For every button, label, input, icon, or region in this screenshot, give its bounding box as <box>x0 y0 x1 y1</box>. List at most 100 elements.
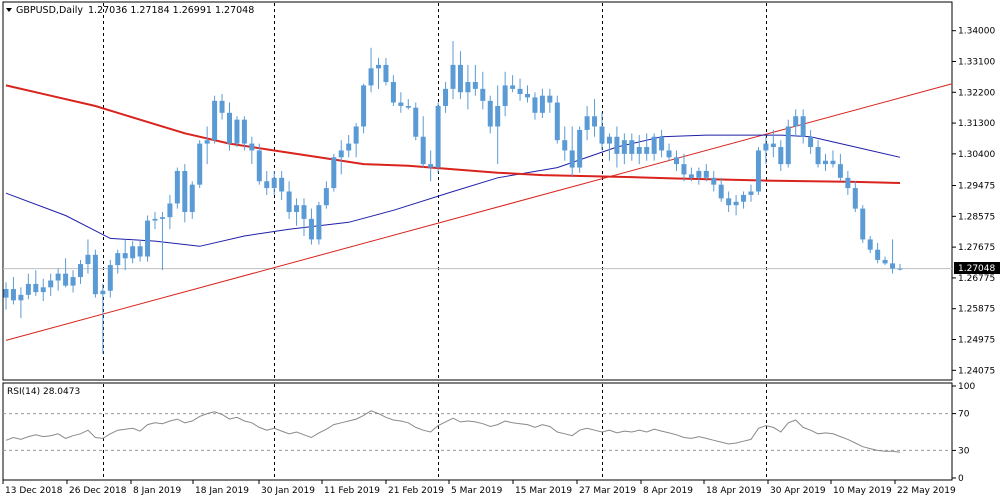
candle[interactable] <box>234 116 240 148</box>
candle[interactable] <box>592 99 598 137</box>
candle[interactable] <box>323 181 329 209</box>
candle[interactable] <box>778 140 784 171</box>
candle[interactable] <box>770 129 776 158</box>
candle[interactable] <box>25 273 31 300</box>
candle[interactable] <box>376 58 381 89</box>
candle[interactable] <box>867 235 873 254</box>
candle[interactable] <box>241 116 247 151</box>
candle[interactable] <box>212 95 218 144</box>
candle[interactable] <box>726 191 732 213</box>
candle[interactable] <box>688 167 694 182</box>
candle[interactable] <box>808 129 814 154</box>
candle[interactable] <box>569 126 575 177</box>
candle[interactable] <box>659 129 665 158</box>
candle[interactable] <box>554 95 560 144</box>
candle[interactable] <box>621 133 627 165</box>
candle[interactable] <box>718 177 724 202</box>
candle[interactable] <box>331 153 337 192</box>
candle[interactable] <box>197 140 203 189</box>
candle[interactable] <box>860 205 866 243</box>
candle[interactable] <box>674 150 679 171</box>
candle[interactable] <box>562 126 568 161</box>
candle[interactable] <box>301 198 307 236</box>
candle[interactable] <box>361 83 367 134</box>
candle[interactable] <box>338 140 344 175</box>
candle[interactable] <box>435 102 441 173</box>
candle[interactable] <box>890 239 896 274</box>
candle[interactable] <box>92 249 98 298</box>
candle[interactable] <box>472 64 478 96</box>
candle[interactable] <box>137 239 143 262</box>
candle[interactable] <box>547 88 553 113</box>
candle[interactable] <box>629 133 635 161</box>
candle[interactable] <box>130 241 136 264</box>
candle[interactable] <box>837 153 843 182</box>
candle[interactable] <box>63 258 69 288</box>
candle[interactable] <box>741 191 747 209</box>
candle[interactable] <box>249 136 255 165</box>
candle[interactable] <box>78 259 83 284</box>
candle[interactable] <box>703 164 709 182</box>
candle[interactable] <box>644 133 650 161</box>
candle[interactable] <box>465 64 471 110</box>
candle[interactable] <box>308 208 314 245</box>
candle[interactable] <box>845 170 851 195</box>
candle[interactable] <box>33 270 39 296</box>
candle[interactable] <box>189 181 195 219</box>
candle[interactable] <box>383 58 389 86</box>
candle[interactable] <box>122 239 128 271</box>
candle[interactable] <box>428 150 434 182</box>
candle[interactable] <box>852 181 858 213</box>
candle[interactable] <box>264 170 270 195</box>
candle[interactable] <box>696 167 702 185</box>
candle[interactable] <box>413 102 419 141</box>
candle[interactable] <box>525 85 530 103</box>
candle[interactable] <box>800 109 806 144</box>
candle[interactable] <box>420 116 426 168</box>
candle[interactable] <box>152 212 158 230</box>
candle[interactable] <box>450 40 456 100</box>
candle[interactable] <box>286 181 292 219</box>
candle[interactable] <box>614 126 620 168</box>
candle[interactable] <box>815 140 821 168</box>
candle[interactable] <box>882 256 888 266</box>
candle[interactable] <box>256 143 262 185</box>
candle[interactable] <box>85 239 91 274</box>
candle[interactable] <box>167 194 173 230</box>
candle[interactable] <box>3 282 9 310</box>
candle[interactable] <box>599 112 605 151</box>
candle[interactable] <box>577 126 583 173</box>
candle[interactable] <box>443 82 449 113</box>
candle[interactable] <box>532 92 538 120</box>
candle[interactable] <box>145 215 151 262</box>
candle[interactable] <box>487 95 493 134</box>
candle[interactable] <box>100 283 106 355</box>
candle[interactable] <box>681 153 687 182</box>
candle[interactable] <box>227 102 232 151</box>
candle[interactable] <box>897 263 903 271</box>
candle[interactable] <box>219 93 225 120</box>
candle[interactable] <box>55 268 61 291</box>
candle[interactable] <box>294 198 300 226</box>
candle[interactable] <box>40 278 46 302</box>
candle[interactable] <box>733 194 739 216</box>
candle[interactable] <box>107 259 113 298</box>
candle[interactable] <box>390 75 396 106</box>
candle[interactable] <box>755 147 761 195</box>
candle[interactable] <box>174 167 180 209</box>
candle[interactable] <box>70 270 76 293</box>
candle[interactable] <box>18 287 24 319</box>
candle[interactable] <box>398 92 404 113</box>
candle[interactable] <box>405 99 411 110</box>
candle[interactable] <box>606 133 612 161</box>
candle[interactable] <box>279 170 285 201</box>
candle[interactable] <box>182 164 188 223</box>
candle[interactable] <box>368 47 374 93</box>
candle[interactable] <box>785 119 791 168</box>
candle[interactable] <box>711 170 717 192</box>
candle[interactable] <box>793 109 799 137</box>
candle[interactable] <box>480 71 486 110</box>
candle[interactable] <box>115 249 121 274</box>
candle[interactable] <box>353 123 359 158</box>
